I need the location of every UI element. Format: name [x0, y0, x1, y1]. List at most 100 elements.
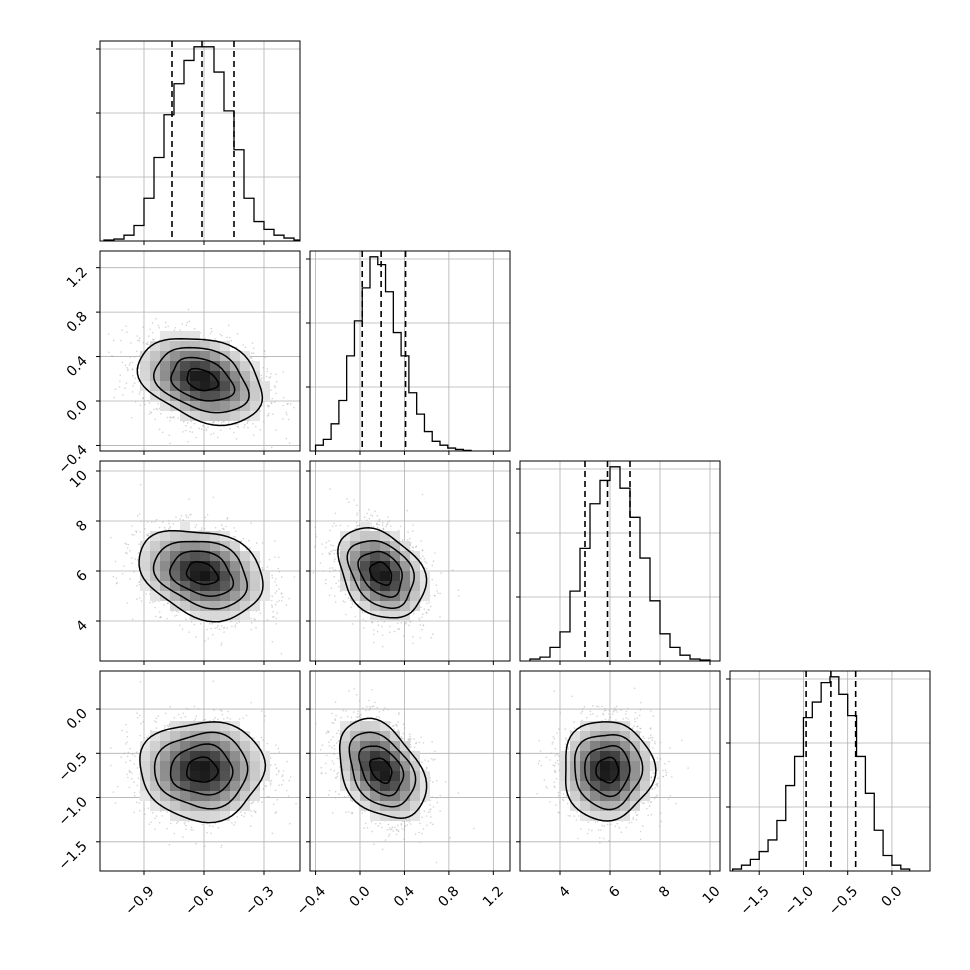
sample-point: [236, 622, 238, 625]
density-cell: [190, 401, 200, 411]
density-cell: [190, 381, 200, 391]
density-grid: [140, 331, 270, 421]
sample-point: [376, 515, 379, 517]
sample-point: [202, 424, 204, 427]
density-cell: [180, 391, 190, 401]
sample-point: [85, 351, 87, 353]
y-tick-label: 6: [73, 567, 91, 585]
density-cell: [220, 341, 230, 351]
sample-point: [223, 627, 225, 629]
sample-point: [133, 356, 136, 358]
sample-point: [260, 374, 263, 377]
sample-point: [321, 553, 324, 555]
sample-point: [155, 615, 157, 618]
density-cell: [190, 591, 200, 601]
sample-point: [259, 379, 262, 381]
sample-point: [424, 560, 427, 563]
sample-point: [271, 604, 273, 606]
sample-point: [271, 606, 274, 608]
density-cell: [220, 371, 230, 381]
sample-point: [179, 329, 181, 331]
sample-point: [138, 543, 140, 545]
sample-point: [201, 527, 203, 529]
sample-point: [221, 334, 223, 337]
sample-point: [203, 527, 206, 530]
sample-point: [133, 382, 136, 385]
sample-point: [425, 567, 428, 570]
sample-point: [348, 501, 350, 503]
sample-point: [129, 550, 131, 552]
sample-point: [381, 645, 384, 648]
sample-point: [183, 459, 185, 461]
sample-point: [148, 335, 150, 337]
sample-point: [263, 350, 265, 353]
sample-point: [137, 552, 140, 554]
density-cell: [240, 591, 250, 601]
density-cell: [170, 351, 180, 361]
density-cell: [190, 581, 200, 591]
contour-3: [136, 338, 264, 427]
sample-point: [223, 631, 225, 633]
sample-point: [147, 521, 149, 523]
density-cell: [190, 341, 200, 351]
density-cell: [200, 551, 210, 561]
density-cell: [180, 331, 190, 341]
density-cell: [150, 361, 160, 371]
sample-point: [147, 341, 149, 344]
density-cell: [220, 361, 230, 371]
density-cell: [210, 541, 220, 551]
sample-point: [131, 533, 133, 536]
density-cell: [150, 341, 160, 351]
sample-point: [158, 428, 161, 431]
sample-point: [120, 351, 122, 353]
sample-point: [115, 582, 118, 585]
density-cell: [140, 381, 150, 391]
sample-point: [250, 352, 253, 355]
contour-0: [186, 367, 220, 392]
sample-point: [216, 626, 218, 629]
sample-point: [186, 321, 189, 324]
sample-point: [122, 394, 124, 396]
sample-point: [226, 336, 228, 339]
sample-point: [152, 601, 154, 603]
density-cell: [190, 601, 200, 611]
sample-point: [245, 548, 248, 551]
density-cell: [220, 561, 230, 571]
sample-point: [149, 328, 151, 331]
sample-point: [173, 416, 175, 418]
sample-point: [249, 547, 251, 549]
density-cell: [140, 361, 150, 371]
sample-point: [333, 552, 336, 555]
sample-point: [266, 415, 269, 417]
sample-point: [179, 624, 181, 627]
sample-point: [250, 522, 252, 524]
density-cell: [150, 591, 160, 601]
sample-point: [363, 627, 365, 629]
sample-point: [134, 558, 136, 560]
sample-point: [138, 583, 141, 586]
sample-point: [434, 552, 436, 554]
sample-point: [158, 526, 161, 529]
density-cell: [200, 411, 210, 421]
sample-point: [181, 628, 184, 630]
histogram-1: [314, 256, 472, 451]
sample-point: [167, 325, 169, 328]
sample-point: [132, 374, 134, 377]
sample-point: [220, 642, 223, 644]
sample-point: [275, 392, 277, 395]
sample-point: [174, 615, 176, 617]
sample-point: [232, 535, 235, 538]
sample-point: [139, 483, 142, 486]
scatter-panel-1-0: −0.40.00.40.81.2: [55, 250, 301, 477]
sample-point: [179, 518, 181, 520]
density-cell: [240, 411, 250, 421]
density-cell: [220, 591, 230, 601]
sample-point: [193, 327, 196, 330]
density-cell: [250, 581, 260, 591]
density-cell: [240, 381, 250, 391]
density-cell: [160, 591, 170, 601]
sample-point: [229, 336, 231, 339]
sample-point: [204, 640, 206, 642]
sample-point: [153, 408, 155, 411]
density-cell: [180, 411, 190, 421]
